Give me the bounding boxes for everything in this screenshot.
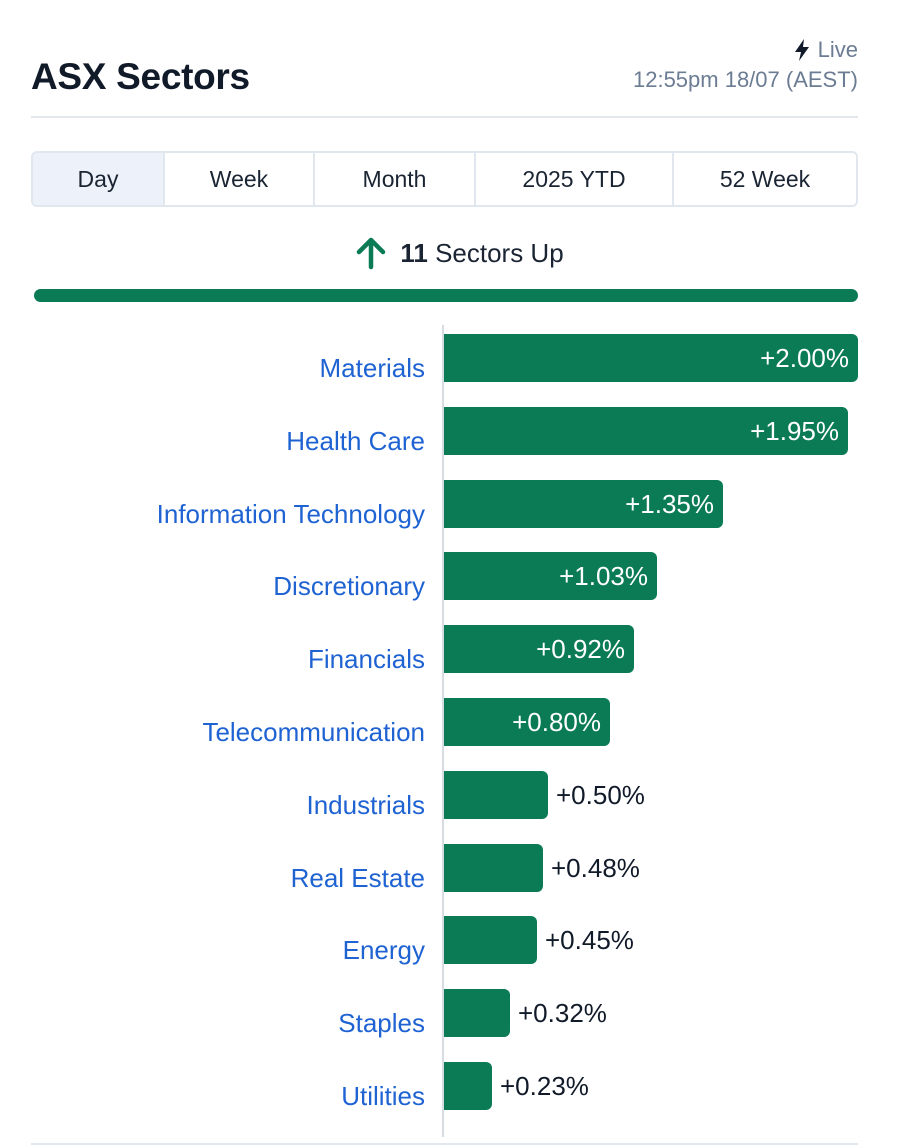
tab-52-week[interactable]: 52 Week (674, 153, 856, 205)
widget-header: ASX Sectors Live 12:55pm 18/07 (AEST) (31, 30, 858, 118)
sectors-up-bar (34, 289, 858, 302)
tab-week[interactable]: Week (165, 153, 315, 205)
sector-bar-discretionary (444, 552, 657, 600)
lightning-bolt-icon (794, 39, 809, 61)
footer-divider (31, 1143, 858, 1145)
sector-value-discretionary: +1.03% (559, 561, 648, 591)
sector-value-financials: +0.92% (536, 634, 625, 664)
sector-bar-energy (444, 916, 537, 964)
live-indicator: Live (633, 35, 858, 65)
sector-value-health-care: +1.95% (750, 416, 839, 446)
chart-zero-axis (442, 325, 444, 1137)
sector-bar-materials (444, 334, 858, 382)
sector-bar-industrials (444, 771, 548, 819)
sector-bar-chart: Materials +2.00% Health Care +1.95% Informat… (0, 325, 918, 1137)
sector-label-financials[interactable]: Financials (307, 644, 425, 674)
sector-value-information-technology: +1.35% (625, 489, 714, 519)
sector-bar-information-technology (444, 480, 723, 528)
sector-bar-financials (444, 625, 634, 673)
sector-label-materials[interactable]: Materials (319, 353, 425, 383)
sector-bar-staples (444, 989, 510, 1037)
sector-value-utilities: +0.23% (500, 1071, 589, 1101)
page-title: ASX Sectors (31, 56, 250, 97)
tab-day[interactable]: Day (33, 153, 165, 205)
sector-label-staples[interactable]: Staples (338, 1008, 425, 1038)
period-tabs: Day Week Month 2025 YTD 52 Week (31, 151, 858, 207)
arrow-up-icon (357, 237, 386, 270)
sector-value-industrials: +0.50% (556, 780, 645, 810)
sector-bar-utilities (444, 1062, 492, 1110)
sector-label-telecommunication[interactable]: Telecommunication (202, 717, 425, 747)
sector-value-telecommunication: +0.80% (512, 707, 601, 737)
sector-value-real-estate: +0.48% (551, 853, 640, 883)
sector-label-real-estate[interactable]: Real Estate (290, 863, 425, 893)
sector-label-discretionary[interactable]: Discretionary (273, 571, 425, 601)
sector-value-staples: +0.32% (518, 998, 607, 1028)
sector-value-energy: +0.45% (545, 925, 634, 955)
live-label: Live (817, 37, 858, 62)
live-status: Live 12:55pm 18/07 (AEST) (633, 35, 858, 95)
sectors-up-count: 11 (400, 237, 428, 268)
sector-label-utilities[interactable]: Utilities (341, 1081, 425, 1111)
sector-bar-real-estate (444, 844, 543, 892)
sector-label-information-technology[interactable]: Information Technology (156, 499, 425, 529)
timestamp: 12:55pm 18/07 (AEST) (632, 67, 858, 92)
tab-2025-ytd[interactable]: 2025 YTD (476, 153, 674, 205)
sector-label-health-care[interactable]: Health Care (286, 426, 425, 456)
sectors-up-text: Sectors Up (435, 237, 564, 268)
sector-bar-health-care (444, 407, 848, 455)
sector-bar-telecommunication (444, 698, 610, 746)
sectors-up-summary: 11 Sectors Up (0, 236, 918, 270)
tab-month[interactable]: Month (315, 153, 476, 205)
sector-label-energy[interactable]: Energy (342, 935, 425, 965)
sector-value-materials: +2.00% (760, 343, 849, 373)
sector-label-industrials[interactable]: Industrials (306, 790, 426, 820)
